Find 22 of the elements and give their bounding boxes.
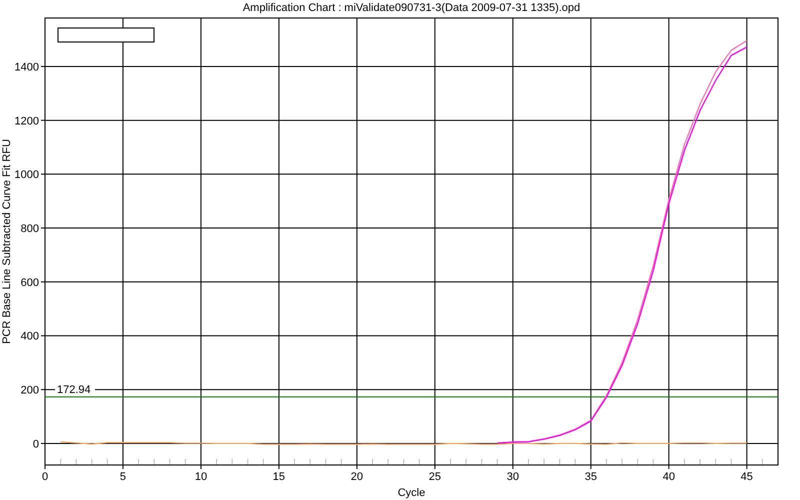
x-tick-label: 10 — [194, 471, 208, 483]
y-tick-label: 800 — [20, 223, 39, 236]
x-tick-label: 45 — [740, 471, 753, 483]
chart-title: Amplification Chart : miValidate090731-3(Data 2009-07-31 1335).opd — [242, 2, 580, 14]
x-tick-label: 35 — [584, 471, 597, 483]
y-tick-label: 400 — [20, 330, 39, 343]
x-tick-label: 20 — [350, 471, 364, 483]
y-tick-label: 1200 — [14, 115, 39, 128]
y-tick-label: 1000 — [14, 169, 39, 182]
x-tick-label: 15 — [272, 471, 286, 483]
y-axis-title: PCR Base Line Subtracted Curve Fit RFU — [1, 139, 13, 344]
x-tick-label: 0 — [42, 471, 48, 483]
y-tick-label: 1400 — [14, 61, 39, 74]
x-axis-title: Cycle — [398, 487, 426, 499]
y-tick-label: 0 — [32, 438, 39, 450]
y-tick-label: 600 — [20, 276, 39, 289]
x-tick-label: 25 — [428, 471, 442, 483]
x-tick-label: 5 — [120, 471, 126, 483]
x-tick-label: 40 — [662, 471, 675, 483]
y-tick-label: 200 — [20, 384, 39, 397]
ref-line-label: 172.94 — [57, 384, 91, 396]
x-tick-label: 30 — [506, 471, 519, 483]
